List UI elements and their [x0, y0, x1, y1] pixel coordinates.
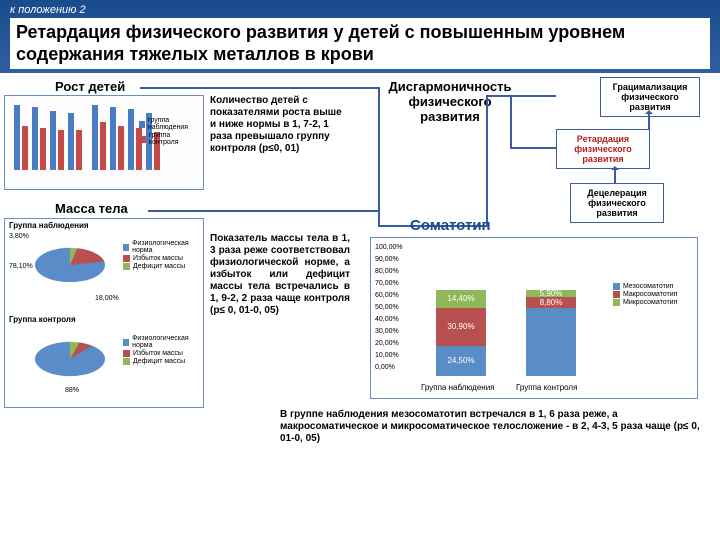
growth-note: Количество детей с показателями роста вы…	[210, 95, 350, 155]
soma-chart-box: 100,00%90,00%80,00% 70,00%60,00%50,00% 4…	[370, 237, 698, 399]
diag-bot: Децелерация физического развития	[570, 183, 664, 223]
line-v1	[378, 87, 380, 227]
header-title: Ретардация физического развития у детей …	[10, 18, 710, 69]
soma-yaxis: 100,00%90,00%80,00% 70,00%60,00%50,00% 4…	[375, 242, 403, 374]
soma-legend: Мезосоматотип Макросоматотип Микросомато…	[613, 282, 693, 307]
soma-obs-bar: 14,40%30,90%24,50%	[436, 290, 486, 376]
content: Рост детей группа наблюдения группа конт…	[0, 73, 720, 543]
growth-chart-box: группа наблюдения группа контроля	[4, 95, 204, 190]
soma-ctrl-bar: 5,90%8,80%	[526, 290, 576, 376]
pie-ctrl-label: Группа контроля	[9, 315, 76, 324]
line-h5	[510, 147, 556, 149]
header-subtitle: к положению 2	[10, 4, 710, 16]
growth-legend: группа наблюдения группа контроля	[139, 116, 201, 147]
pie-obs	[35, 248, 105, 282]
mass-note: Показатель массы тела в 1, 3 раза реже с…	[210, 233, 350, 317]
line-h1	[140, 87, 380, 89]
soma-label: Соматотип	[410, 217, 491, 234]
line-h4	[486, 95, 556, 97]
pie-legend: Физиологическая норма Избыток массы Дефи…	[123, 239, 201, 271]
growth-label: Рост детей	[55, 79, 125, 94]
arrow2	[614, 167, 616, 183]
pie-ctrl	[35, 342, 105, 376]
header: к положению 2 Ретардация физического раз…	[0, 0, 720, 73]
disharmony-label: Дисгармоничность физического развития	[380, 79, 520, 124]
line-v3	[510, 95, 512, 147]
line-v2	[486, 95, 488, 227]
mass-label: Масса тела	[55, 201, 128, 216]
footnote: В группе наблюдения мезосоматотип встреч…	[280, 409, 700, 445]
pie-legend-2: Физиологическая норма Избыток массы Дефи…	[123, 334, 201, 366]
arrow1	[648, 111, 650, 129]
diag-mid: Ретардация физического развития	[556, 129, 650, 169]
pie-obs-label: Группа наблюдения	[9, 221, 199, 230]
pie-box: Группа наблюдения 3,80% 78,10% 18,00% Фи…	[4, 218, 204, 408]
line-h2	[148, 210, 380, 212]
